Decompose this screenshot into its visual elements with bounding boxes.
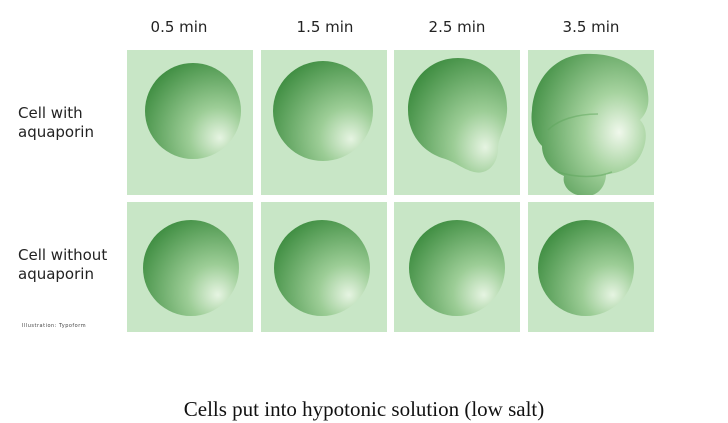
panel-with-aquaporin-3-5-min	[528, 50, 654, 195]
cell-swelling-bulge	[408, 58, 508, 173]
panel-without-aquaporin-0-5-min	[127, 202, 253, 332]
cell-normal	[145, 63, 241, 159]
panel-without-aquaporin-3-5-min	[528, 202, 654, 332]
row-label-with-aquaporin: Cell with aquaporin	[18, 104, 94, 142]
cell-bursting	[531, 53, 649, 195]
column-header-2-5-min: 2.5 min	[428, 18, 486, 36]
cell-normal	[409, 220, 505, 316]
column-header-1-5-min: 1.5 min	[296, 18, 354, 36]
panel-with-aquaporin-2-5-min	[394, 50, 520, 195]
row-label-without-aquaporin: Cell without aquaporin	[18, 246, 107, 284]
panel-with-aquaporin-0-5-min	[127, 50, 253, 195]
panel-with-aquaporin-1-5-min	[261, 50, 387, 195]
row-label-line1: Cell without	[18, 246, 108, 264]
panel-without-aquaporin-1-5-min	[261, 202, 387, 332]
figure-caption: Cells put into hypotonic solution (low s…	[183, 397, 545, 421]
panel-without-aquaporin-2-5-min	[394, 202, 520, 332]
row-label-line2: aquaporin	[18, 265, 94, 283]
illustration-credit: Illustration: Typoform	[22, 323, 87, 329]
column-header-0-5-min: 0.5 min	[150, 18, 208, 36]
row-label-line2: aquaporin	[18, 123, 94, 141]
cell-normal	[143, 220, 239, 316]
cell-normal	[274, 220, 370, 316]
row-label-line1: Cell with	[18, 104, 83, 122]
cell-slightly-swollen	[273, 61, 373, 161]
cell-normal	[538, 220, 634, 316]
column-header-3-5-min: 3.5 min	[562, 18, 620, 36]
